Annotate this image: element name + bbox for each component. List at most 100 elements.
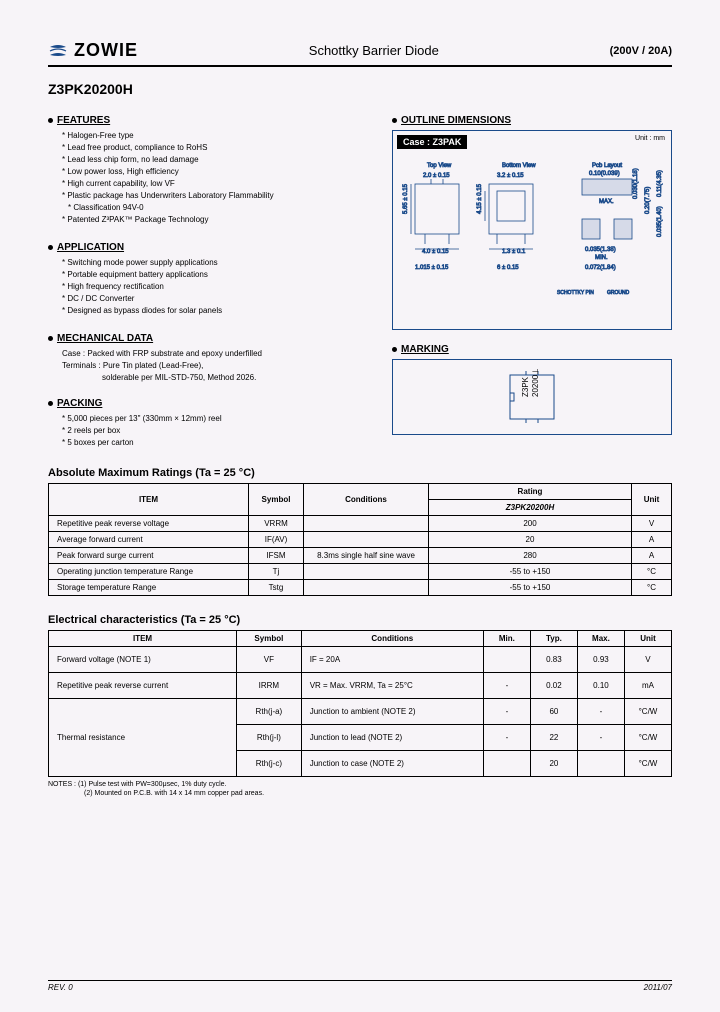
cell: -: [577, 699, 624, 725]
list-item: DC / DC Converter: [62, 293, 372, 305]
cell: Rth(j-l): [237, 725, 302, 751]
marking-title: MARKING: [401, 344, 449, 355]
outline-box: Case : Z3PAK Unit : mm Top View Bottom V…: [392, 130, 672, 330]
cell: 60: [530, 699, 577, 725]
bullet-icon: [48, 401, 53, 406]
cell: 0.10: [577, 673, 624, 699]
cell: [304, 532, 429, 548]
cell: [304, 516, 429, 532]
unit-label: Unit : mm: [635, 135, 665, 142]
bullet-icon: [392, 347, 397, 352]
list-item: Portable equipment battery applications: [62, 269, 372, 281]
cell: 20: [429, 532, 632, 548]
outline-title: OUTLINE DIMENSIONS: [401, 115, 511, 126]
cell: -55 to +150: [429, 580, 632, 596]
cell: Tj: [249, 564, 304, 580]
cell: IRRM: [237, 673, 302, 699]
cell: mA: [624, 673, 671, 699]
svg-text:0.030(1.18): 0.030(1.18): [633, 168, 639, 199]
application-title: APPLICATION: [57, 242, 124, 253]
abs-max-table: ITEM Symbol Conditions Rating Unit Z3PK2…: [48, 483, 672, 596]
cell: A: [632, 532, 672, 548]
mech-case: Case : Packed with FRP substrate and epo…: [62, 348, 372, 360]
cell: °C/W: [624, 725, 671, 751]
list-item: 2 reels per box: [62, 425, 372, 437]
th: Symbol: [237, 631, 302, 647]
cell: VF: [237, 647, 302, 673]
svg-text:0.11(4.35): 0.11(4.35): [657, 170, 663, 197]
th-unit: Unit: [632, 484, 672, 516]
cell: V: [632, 516, 672, 532]
abs-max-title: Absolute Maximum Ratings (Ta = 25 °C): [48, 467, 672, 479]
cell: [483, 751, 530, 777]
outline-heading: OUTLINE DIMENSIONS: [392, 115, 672, 126]
table-row: Forward voltage (NOTE 1) VF IF = 20A 0.8…: [49, 647, 672, 673]
cell: 0.93: [577, 647, 624, 673]
cell: Storage temperature Range: [49, 580, 249, 596]
cell: -: [483, 699, 530, 725]
svg-text:4.0 ± 0.15: 4.0 ± 0.15: [422, 249, 449, 255]
cell: IF = 20A: [301, 647, 483, 673]
mechanical-title: MECHANICAL DATA: [57, 333, 153, 344]
cell: Repetitive peak reverse voltage: [49, 516, 249, 532]
svg-text:0.20(7.75): 0.20(7.75): [645, 187, 651, 214]
cell: -55 to +150: [429, 564, 632, 580]
th-rating: Rating: [429, 484, 632, 500]
packing-list: 5,000 pieces per 13" (330mm × 12mm) reel…: [48, 413, 372, 449]
th-symbol: Symbol: [249, 484, 304, 516]
rev-text: REV. 0: [48, 983, 73, 992]
th-part: Z3PK20200H: [429, 500, 632, 516]
svg-text:Bottom View: Bottom View: [502, 163, 536, 169]
main-columns: FEATURES Halogen-Free type Lead free pro…: [48, 105, 672, 449]
doc-title: Schottky Barrier Diode: [309, 43, 439, 58]
note-1: NOTES : (1) Pulse test with PW=300μsec, …: [48, 780, 672, 789]
svg-text:3.2 ± 0.15: 3.2 ± 0.15: [497, 173, 524, 179]
table-row: Repetitive peak reverse current IRRM VR …: [49, 673, 672, 699]
svg-text:1.015 ± 0.15: 1.015 ± 0.15: [415, 265, 449, 271]
cell: Operating junction temperature Range: [49, 564, 249, 580]
list-item: 5 boxes per carton: [62, 437, 372, 449]
outline-drawing: Top View Bottom View Pcb Layout 2.0 ± 0.…: [397, 149, 667, 319]
marking-drawing: Z3PK 20200⊥: [502, 369, 562, 425]
svg-text:SCHOTTKY PIN: SCHOTTKY PIN: [557, 290, 594, 296]
case-label: Case : Z3PAK: [397, 135, 467, 149]
cell: Tstg: [249, 580, 304, 596]
cell: Thermal resistance: [49, 699, 237, 777]
table-row: Repetitive peak reverse voltage VRRM 200…: [49, 516, 672, 532]
cell: 8.3ms single half sine wave: [304, 548, 429, 564]
cell: IF(AV): [249, 532, 304, 548]
th: Typ.: [530, 631, 577, 647]
cell: -: [483, 673, 530, 699]
marking-heading: MARKING: [392, 344, 672, 355]
footer: REV. 0 2011/07: [48, 980, 672, 992]
svg-text:0.035(1.40): 0.035(1.40): [657, 206, 663, 237]
cell: [304, 564, 429, 580]
cell: °C/W: [624, 751, 671, 777]
list-item: Halogen-Free type: [62, 130, 372, 142]
cell: -: [577, 725, 624, 751]
list-item: High frequency rectification: [62, 281, 372, 293]
cell: VR = Max. VRRM, Ta = 25°C: [301, 673, 483, 699]
mech-terminals: Terminals : Pure Tin plated (Lead-Free),: [62, 360, 372, 372]
cell: 20: [530, 751, 577, 777]
application-list: Switching mode power supply applications…: [48, 257, 372, 317]
svg-text:0.10(0.039): 0.10(0.039): [589, 171, 620, 177]
cell: -: [483, 725, 530, 751]
cell: [483, 647, 530, 673]
svg-text:Z3PK: Z3PK: [521, 376, 530, 397]
svg-text:Pcb Layout: Pcb Layout: [592, 163, 622, 169]
cell: Junction to lead (NOTE 2): [301, 725, 483, 751]
cell: V: [624, 647, 671, 673]
cell: °C: [632, 564, 672, 580]
th: Unit: [624, 631, 671, 647]
doc-spec: (200V / 20A): [610, 45, 672, 57]
table-row: ITEM Symbol Conditions Rating Unit: [49, 484, 672, 500]
svg-text:20200⊥: 20200⊥: [531, 369, 540, 397]
svg-text:MAX.: MAX.: [599, 199, 614, 205]
packing-title: PACKING: [57, 398, 102, 409]
cell: 0.83: [530, 647, 577, 673]
th: Conditions: [301, 631, 483, 647]
list-item: Classification 94V-0: [62, 202, 372, 214]
cell: 0.02: [530, 673, 577, 699]
cell: VRRM: [249, 516, 304, 532]
